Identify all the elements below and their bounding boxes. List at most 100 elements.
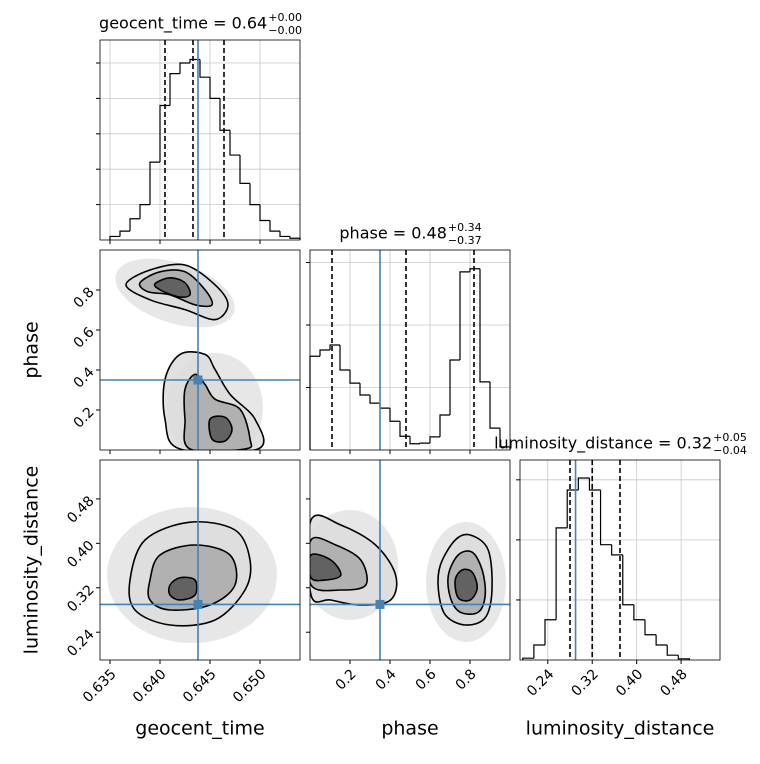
histogram-panel	[306, 249, 511, 454]
histogram-panel: 0.24 0.32 0.40 0.48	[516, 459, 721, 700]
x-tick-label: 0.40	[613, 666, 646, 699]
panel-frame	[309, 459, 511, 661]
y-tick-label: 0.24	[64, 626, 97, 659]
histogram-step	[544, 619, 557, 645]
truth-marker	[193, 375, 203, 385]
x-tick-label: 0.32	[569, 666, 602, 699]
panel-frame	[99, 39, 301, 241]
y-tick-label: 0.8	[71, 284, 98, 311]
panel-title: phase = 0.48	[339, 224, 446, 243]
title-minus: −0.37	[448, 234, 482, 247]
histogram-step	[279, 231, 290, 238]
x-tick-label: 0.650	[230, 666, 270, 706]
histogram-step	[599, 490, 612, 546]
panel-frame	[309, 249, 511, 451]
y-tick-label: 0.4	[71, 364, 98, 391]
histogram-step	[209, 77, 220, 100]
histogram-step	[189, 58, 200, 64]
y-tick-label: 0.32	[64, 582, 97, 615]
y-tick-label: 0.2	[71, 404, 98, 431]
panel-title: geocent_time = 0.64	[99, 14, 267, 34]
histogram-step	[419, 442, 430, 444]
contour-level	[183, 373, 253, 450]
title-minus: −0.00	[268, 24, 302, 37]
density-content	[310, 460, 510, 660]
histogram-step	[655, 634, 668, 646]
histogram-step	[389, 408, 400, 422]
title-minus: −0.04	[713, 444, 747, 457]
density-content	[100, 460, 300, 660]
histogram-step	[369, 395, 380, 404]
histogram-step	[309, 355, 320, 450]
y-tick-label: 0.6	[71, 324, 98, 351]
x-tick-label: 0.48	[657, 666, 690, 699]
x-axis-label: geocent_time	[135, 718, 264, 740]
histogram-step	[339, 345, 350, 371]
histogram-step	[179, 62, 190, 74]
histogram-step	[129, 218, 140, 232]
contour-level	[454, 568, 479, 602]
density-panel: 0.2 0.4 0.6 0.8	[71, 249, 301, 454]
histogram-step	[269, 220, 280, 232]
histogram-step	[459, 271, 470, 360]
histogram-step	[249, 183, 260, 206]
x-axis-label: luminosity_distance	[526, 718, 715, 740]
histogram-step	[119, 230, 130, 237]
x-tick-label: 0.6	[413, 666, 440, 693]
histogram-step	[259, 204, 270, 222]
histogram-step	[409, 436, 420, 445]
histogram-step	[329, 344, 340, 350]
histogram-panel	[96, 39, 301, 244]
contour-level	[167, 576, 198, 601]
x-tick-label: 0.2	[333, 666, 360, 693]
title-plus: +0.34	[448, 221, 482, 234]
histogram-step	[219, 98, 230, 131]
y-tick-label: 0.40	[64, 538, 97, 571]
histogram-step	[149, 161, 160, 205]
panel-title: luminosity_distance = 0.32	[494, 434, 712, 454]
x-tick-label: 0.640	[130, 666, 170, 706]
histogram-step	[622, 554, 634, 606]
x-axis-label: phase	[381, 718, 438, 740]
histogram-step	[522, 657, 534, 660]
histogram-step	[555, 527, 568, 620]
histogram-step	[399, 421, 410, 437]
contour-level	[208, 415, 233, 443]
histogram-step	[319, 349, 330, 357]
title-plus: +0.00	[268, 11, 302, 24]
histogram-step	[429, 436, 440, 444]
density-content	[100, 250, 300, 450]
histogram-step	[633, 604, 645, 621]
histogram-step	[349, 370, 360, 384]
contour-level	[310, 553, 342, 582]
histogram-step	[239, 155, 250, 184]
histogram-step	[577, 477, 590, 491]
histogram-step	[139, 204, 150, 219]
histogram-step	[439, 414, 450, 437]
histogram-step	[169, 73, 180, 106]
histogram-step	[479, 268, 490, 383]
histogram-step	[677, 655, 691, 660]
histogram-step	[566, 489, 579, 528]
y-tick-label: 0.48	[64, 493, 97, 526]
panel-frame	[99, 249, 301, 451]
histogram-step	[469, 268, 480, 272]
histogram-step	[588, 478, 601, 491]
histogram-step	[379, 403, 390, 409]
histogram-step	[109, 235, 120, 240]
histogram-step	[199, 59, 210, 78]
histogram-step	[533, 644, 545, 659]
histogram-step	[644, 619, 657, 636]
y-axis-label: luminosity_distance	[21, 466, 43, 655]
density-panel: 0.2 0.4 0.6 0.8	[306, 459, 511, 693]
panel-frame	[519, 459, 721, 661]
panel-frame	[99, 459, 301, 661]
x-tick-label: 0.635	[80, 666, 120, 706]
histogram-step	[289, 236, 301, 240]
histogram-step	[449, 359, 460, 415]
y-axis-label: phase	[21, 321, 43, 378]
histogram-step	[159, 104, 170, 163]
histogram-step	[666, 644, 679, 656]
x-tick-label: 0.645	[180, 666, 220, 706]
x-tick-label: 0.8	[453, 666, 480, 693]
